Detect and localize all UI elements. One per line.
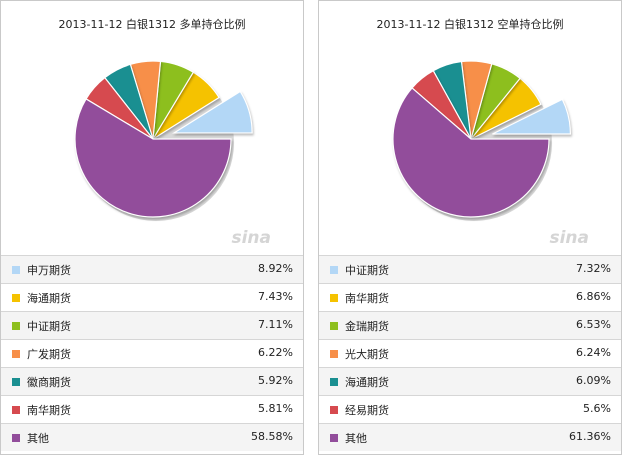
- legend-value: 61.36%: [569, 430, 611, 443]
- legend-value: 7.32%: [576, 262, 611, 275]
- legend-name: 海通期货: [345, 376, 389, 389]
- legend-row: 海通期货 6.09%: [319, 367, 621, 395]
- legend-value: 5.81%: [258, 402, 293, 415]
- legend-row: 中证期货 7.11%: [1, 311, 303, 339]
- legend-swatch: [330, 322, 338, 330]
- legend-name: 其他: [27, 432, 49, 445]
- legend-swatch: [12, 378, 20, 386]
- legend-swatch: [330, 294, 338, 302]
- legend-row: 其他 61.36%: [319, 423, 621, 451]
- legend-row: 南华期货 6.86%: [319, 283, 621, 311]
- legend-swatch: [330, 350, 338, 358]
- legend-swatch: [330, 266, 338, 274]
- legend-swatch: [12, 434, 20, 442]
- legend-value: 6.24%: [576, 346, 611, 359]
- legend-name: 中证期货: [27, 320, 71, 333]
- legend-swatch: [330, 406, 338, 414]
- legend-name: 海通期货: [27, 292, 71, 305]
- legend-swatch: [330, 378, 338, 386]
- legend-value: 6.22%: [258, 346, 293, 359]
- legend-value: 7.43%: [258, 290, 293, 303]
- short-position-legend: 中证期货 7.32% 南华期货 6.86% 金瑞期货 6.53% 光大期货 6.24% 海通期货…: [319, 255, 621, 451]
- short-position-chart: sina 2013-11-12 白银1312 空单持仓比例: [319, 1, 621, 253]
- short-position-chart-title: 2013-11-12 白银1312 空单持仓比例: [376, 18, 564, 31]
- long-position-chart: sina 2013-11-12 白银1312 多单持仓比例: [1, 1, 303, 253]
- legend-swatch: [330, 434, 338, 442]
- legend-row: 南华期货 5.81%: [1, 395, 303, 423]
- legend-row: 经易期货 5.6%: [319, 395, 621, 423]
- legend-swatch: [12, 406, 20, 414]
- legend-name: 中证期货: [345, 264, 389, 277]
- legend-row: 海通期货 7.43%: [1, 283, 303, 311]
- legend-name: 南华期货: [345, 292, 389, 305]
- sina-watermark: sina: [549, 228, 589, 248]
- legend-name: 广发期货: [27, 348, 71, 361]
- legend-value: 5.92%: [258, 374, 293, 387]
- legend-swatch: [12, 322, 20, 330]
- legend-row: 申万期货 8.92%: [1, 255, 303, 283]
- pie-slice: [492, 98, 572, 135]
- long-position-pie-svg: sina: [74, 60, 271, 248]
- legend-name: 申万期货: [27, 264, 71, 277]
- pie-slice: [172, 90, 253, 134]
- legend-value: 7.11%: [258, 318, 293, 331]
- legend-name: 经易期货: [345, 404, 389, 417]
- legend-name: 其他: [345, 432, 367, 445]
- long-position-legend: 申万期货 8.92% 海通期货 7.43% 中证期货 7.11% 广发期货 6.22% 徽商期货…: [1, 255, 303, 451]
- long-position-panel: sina 2013-11-12 白银1312 多单持仓比例 申万期货 8.92% 海…: [0, 0, 304, 455]
- legend-name: 徽商期货: [27, 376, 71, 389]
- legend-row: 中证期货 7.32%: [319, 255, 621, 283]
- pie-slice: [74, 98, 232, 218]
- legend-name: 光大期货: [345, 348, 389, 361]
- legend-value: 6.86%: [576, 290, 611, 303]
- legend-swatch: [12, 266, 20, 274]
- short-position-pie-svg: sina: [392, 60, 589, 248]
- legend-swatch: [12, 350, 20, 358]
- legend-swatch: [12, 294, 20, 302]
- legend-row: 徽商期货 5.92%: [1, 367, 303, 395]
- legend-row: 金瑞期货 6.53%: [319, 311, 621, 339]
- legend-value: 8.92%: [258, 262, 293, 275]
- legend-row: 其他 58.58%: [1, 423, 303, 451]
- sina-watermark: sina: [231, 228, 271, 248]
- long-position-chart-title: 2013-11-12 白银1312 多单持仓比例: [58, 18, 246, 31]
- legend-name: 金瑞期货: [345, 320, 389, 333]
- legend-value: 58.58%: [251, 430, 293, 443]
- short-position-panel: sina 2013-11-12 白银1312 空单持仓比例 中证期货 7.32% 南…: [318, 0, 622, 455]
- legend-row: 光大期货 6.24%: [319, 339, 621, 367]
- legend-value: 6.09%: [576, 374, 611, 387]
- legend-row: 广发期货 6.22%: [1, 339, 303, 367]
- legend-value: 6.53%: [576, 318, 611, 331]
- legend-value: 5.6%: [583, 402, 611, 415]
- legend-name: 南华期货: [27, 404, 71, 417]
- pie-slice: [392, 87, 550, 218]
